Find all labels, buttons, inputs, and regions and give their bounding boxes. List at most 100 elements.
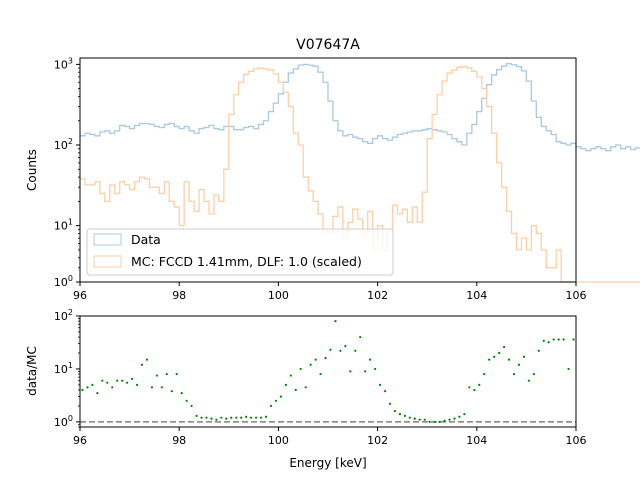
- ratio-point: [324, 357, 327, 360]
- ratio-point: [369, 358, 372, 361]
- top-series-layer: [80, 63, 640, 283]
- ratio-point: [150, 386, 154, 389]
- ratio-point: [408, 416, 411, 419]
- bottom-x-tick-label: 106: [566, 434, 587, 447]
- top-y-ticks: 100 101 102 103: [54, 56, 80, 289]
- ratio-point: [96, 391, 99, 395]
- ratio-point: [165, 372, 168, 376]
- ratio-point: [314, 358, 317, 361]
- ratio-point: [398, 413, 402, 416]
- ratio-point: [374, 367, 377, 371]
- ratio-point: [344, 345, 347, 348]
- bottom-y-tick-label: 100: [54, 414, 73, 429]
- ratio-point: [294, 388, 297, 392]
- top-y-axis-label: Counts: [25, 149, 39, 191]
- ratio-point: [339, 349, 342, 352]
- ratio-point: [289, 374, 292, 377]
- bottom-x-tick-label: 102: [367, 434, 388, 447]
- ratio-point: [453, 417, 456, 420]
- top-y-tick-label: 100: [54, 274, 73, 289]
- ratio-point: [91, 383, 94, 386]
- legend-label-mc: MC: FCCD 1.41mm, DLF: 1.0 (scaled): [131, 254, 362, 269]
- ratio-point: [235, 416, 238, 419]
- ratio-point: [126, 381, 129, 384]
- top-y-tick-label: 103: [54, 56, 73, 71]
- ratio-point: [532, 372, 535, 376]
- bottom-x-ticks: 96 98 100 102 104 106: [73, 427, 587, 447]
- ratio-point: [145, 358, 149, 361]
- ratio-point: [448, 418, 451, 421]
- ratio-point: [274, 399, 278, 402]
- bottom-y-tick-label: 101: [54, 361, 73, 376]
- ratio-point: [547, 341, 550, 344]
- ratio-point: [478, 383, 481, 386]
- ratio-point: [200, 416, 203, 419]
- ratio-point: [111, 386, 114, 389]
- ratio-point: [413, 417, 416, 420]
- ratio-point: [116, 379, 119, 382]
- legend-swatch-data: [93, 233, 122, 246]
- ratio-point: [220, 416, 223, 419]
- ratio-point: [329, 348, 332, 351]
- ratio-point: [359, 335, 362, 339]
- ratio-point: [334, 320, 337, 323]
- series-line-data: [80, 63, 640, 152]
- ratio-point: [458, 415, 461, 418]
- ratio-point: [309, 363, 312, 366]
- top-x-tick-label: 98: [172, 289, 186, 302]
- ratio-point: [507, 358, 511, 361]
- ratio-point: [537, 349, 540, 352]
- ratio-point: [86, 386, 89, 389]
- bottom-y-axis-label: data/MC: [25, 346, 39, 396]
- ratio-point: [245, 415, 248, 418]
- bottom-x-tick-label: 98: [172, 434, 186, 447]
- ratio-point: [299, 367, 302, 371]
- legend-box: [86, 228, 394, 276]
- top-x-tick-label: 104: [466, 289, 487, 302]
- ratio-point: [433, 420, 436, 423]
- bottom-y-tick-label: 102: [54, 308, 73, 323]
- ratio-point: [517, 363, 521, 366]
- ratio-point: [393, 409, 397, 413]
- ratio-point: [557, 338, 560, 341]
- top-panel: 96 98 100 102 104 106 100 101 102 103 Counts Dat…: [25, 56, 640, 302]
- ratio-point: [254, 416, 258, 419]
- ratio-point: [418, 418, 421, 421]
- ratio-point: [468, 386, 471, 389]
- bottom-x-tick-label: 100: [268, 434, 289, 447]
- ratio-point: [250, 416, 253, 419]
- ratio-point: [527, 379, 530, 382]
- top-y-tick-label: 102: [54, 137, 73, 152]
- ratio-point: [403, 414, 406, 417]
- ratio-points-layer: [81, 320, 575, 423]
- ratio-point: [279, 395, 282, 398]
- ratio-point: [319, 372, 322, 376]
- ratio-point: [269, 404, 273, 408]
- ratio-point: [215, 418, 218, 421]
- ratio-point: [483, 372, 486, 376]
- ratio-point: [101, 379, 104, 382]
- ratio-point: [349, 370, 352, 373]
- ratio-point: [383, 390, 387, 393]
- ratio-point: [502, 345, 506, 349]
- ratio-point: [225, 417, 228, 420]
- ratio-point: [572, 338, 575, 341]
- bottom-x-tick-label: 96: [73, 434, 87, 447]
- ratio-point: [175, 372, 178, 376]
- legend-swatch-mc: [93, 255, 122, 268]
- ratio-point: [121, 379, 124, 382]
- ratio-point: [522, 355, 526, 358]
- ratio-point: [562, 338, 565, 341]
- ratio-point: [155, 374, 158, 377]
- ratio-point: [240, 416, 243, 419]
- ratio-point: [463, 413, 466, 416]
- ratio-point: [284, 383, 287, 386]
- ratio-point: [195, 414, 198, 417]
- ratio-point: [512, 372, 516, 376]
- ratio-point: [354, 349, 357, 352]
- top-x-tick-label: 106: [566, 289, 587, 302]
- ratio-point: [423, 418, 426, 421]
- bottom-x-tick-label: 104: [466, 434, 487, 447]
- ratio-point: [135, 383, 139, 386]
